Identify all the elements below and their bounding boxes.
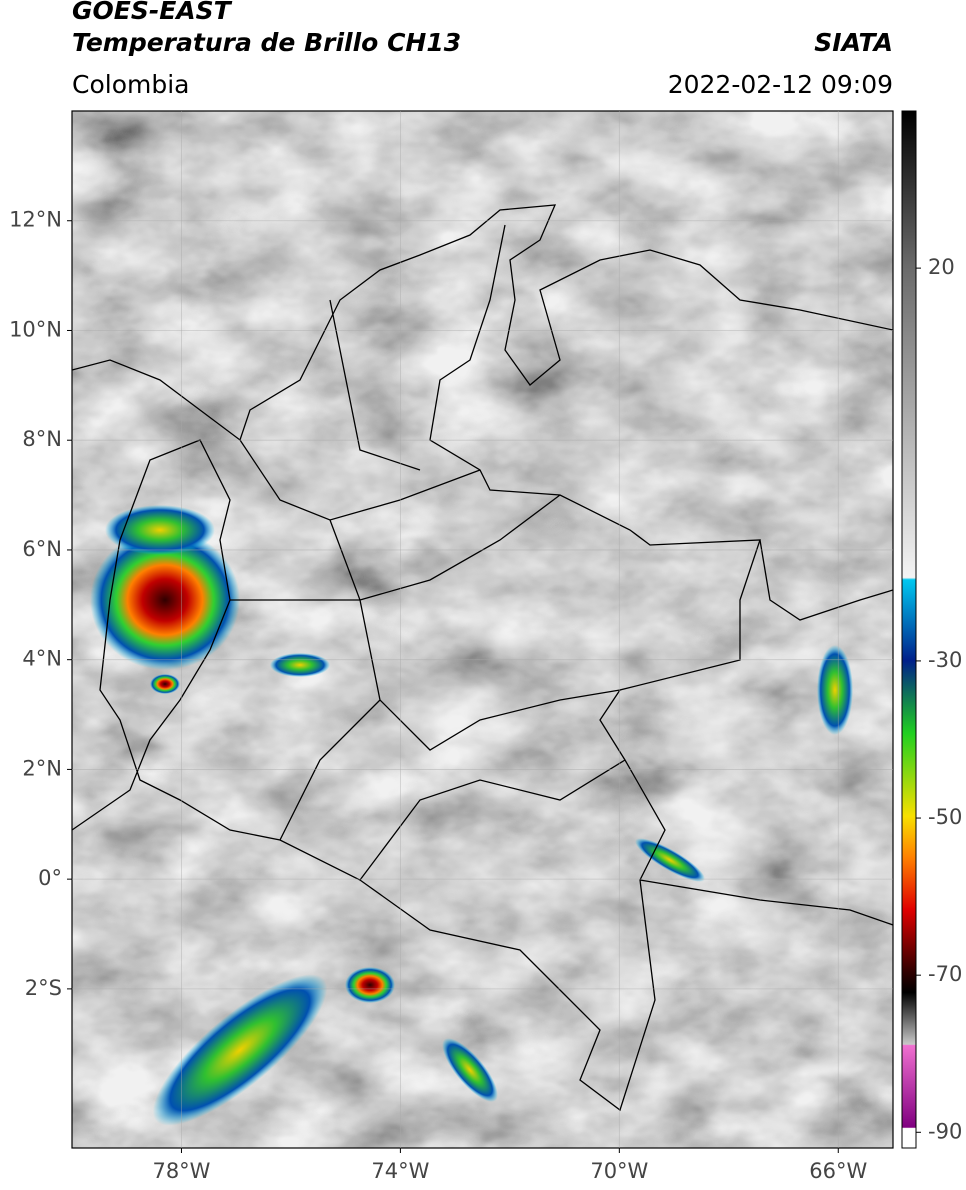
y-tick-label: 2°S (25, 976, 62, 1000)
map-frame (71, 110, 894, 1149)
satellite-image (72, 111, 893, 1148)
y-tick-label: 12°N (9, 208, 62, 232)
y-tick-label: 0° (38, 866, 62, 890)
region: Colombia (72, 70, 190, 99)
datetime: 2022-02-12 09:09 (667, 70, 893, 99)
x-tick-label: 70°W (590, 1159, 648, 1183)
y-tick-label: 10°N (9, 317, 62, 341)
colorbar-tick-label: -30 (928, 648, 962, 672)
colorbar-tick-label: -50 (928, 805, 962, 829)
subtitle: Temperatura de Brillo CH13 (72, 28, 462, 57)
source: SIATA (814, 28, 893, 57)
x-tick-label: 78°W (152, 1159, 210, 1183)
title: GOES-EAST (72, 0, 231, 25)
colorbar-tick-label: 20 (928, 255, 955, 279)
x-tick-label: 74°W (371, 1159, 429, 1183)
colorbar-tick-label: -70 (928, 962, 962, 986)
y-tick-label: 4°N (22, 647, 62, 671)
x-tick-label: 66°W (809, 1159, 867, 1183)
colorbar-tick-label: -90 (928, 1119, 962, 1143)
y-tick-label: 8°N (22, 427, 62, 451)
y-tick-label: 2°N (22, 756, 62, 780)
y-tick-label: 6°N (22, 537, 62, 561)
colorbar (901, 110, 917, 1149)
